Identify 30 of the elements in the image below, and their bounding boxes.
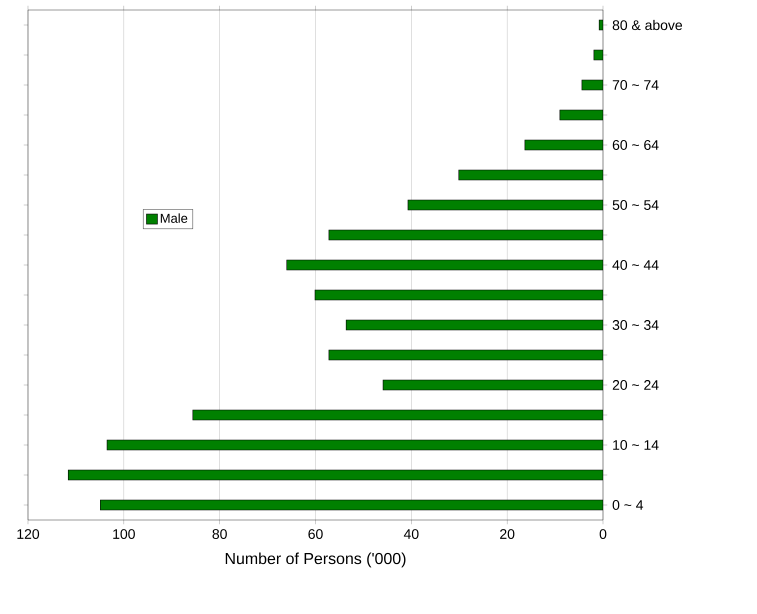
y-tick-label: 40 ~ 44 [612, 260, 659, 270]
bar [458, 170, 603, 180]
bar [328, 230, 603, 240]
y-tick-label: 80 & above [612, 20, 682, 30]
bar [346, 320, 603, 330]
y-tick-label: 20 ~ 24 [612, 380, 659, 390]
bar [382, 380, 603, 390]
x-tick-label: 80 [212, 529, 227, 539]
y-tick-label: 30 ~ 34 [612, 320, 659, 330]
y-tick-label: 50 ~ 54 [612, 200, 659, 210]
bar [328, 350, 603, 360]
bar [192, 410, 603, 420]
legend-label: Male [160, 213, 188, 223]
x-tick-label: 0 [600, 529, 606, 539]
bar [314, 290, 603, 300]
x-tick-label: 20 [500, 529, 514, 539]
x-axis-title: Number of Persons ('000) [226, 552, 406, 568]
y-tick-label: 0 ~ 4 [612, 500, 644, 510]
bar [106, 440, 603, 450]
y-tick-label: 70 ~ 74 [612, 80, 659, 90]
bar [408, 200, 603, 210]
x-tick-label: 120 [17, 529, 40, 539]
bar [100, 500, 603, 510]
bar [68, 470, 603, 480]
y-tick-label: 60 ~ 64 [612, 140, 659, 150]
x-tick-label: 40 [404, 529, 419, 539]
bar [286, 260, 603, 270]
y-tick-label: 10 ~ 14 [613, 440, 659, 450]
x-tick-label: 60 [308, 529, 323, 539]
x-tick-label: 100 [113, 529, 135, 539]
